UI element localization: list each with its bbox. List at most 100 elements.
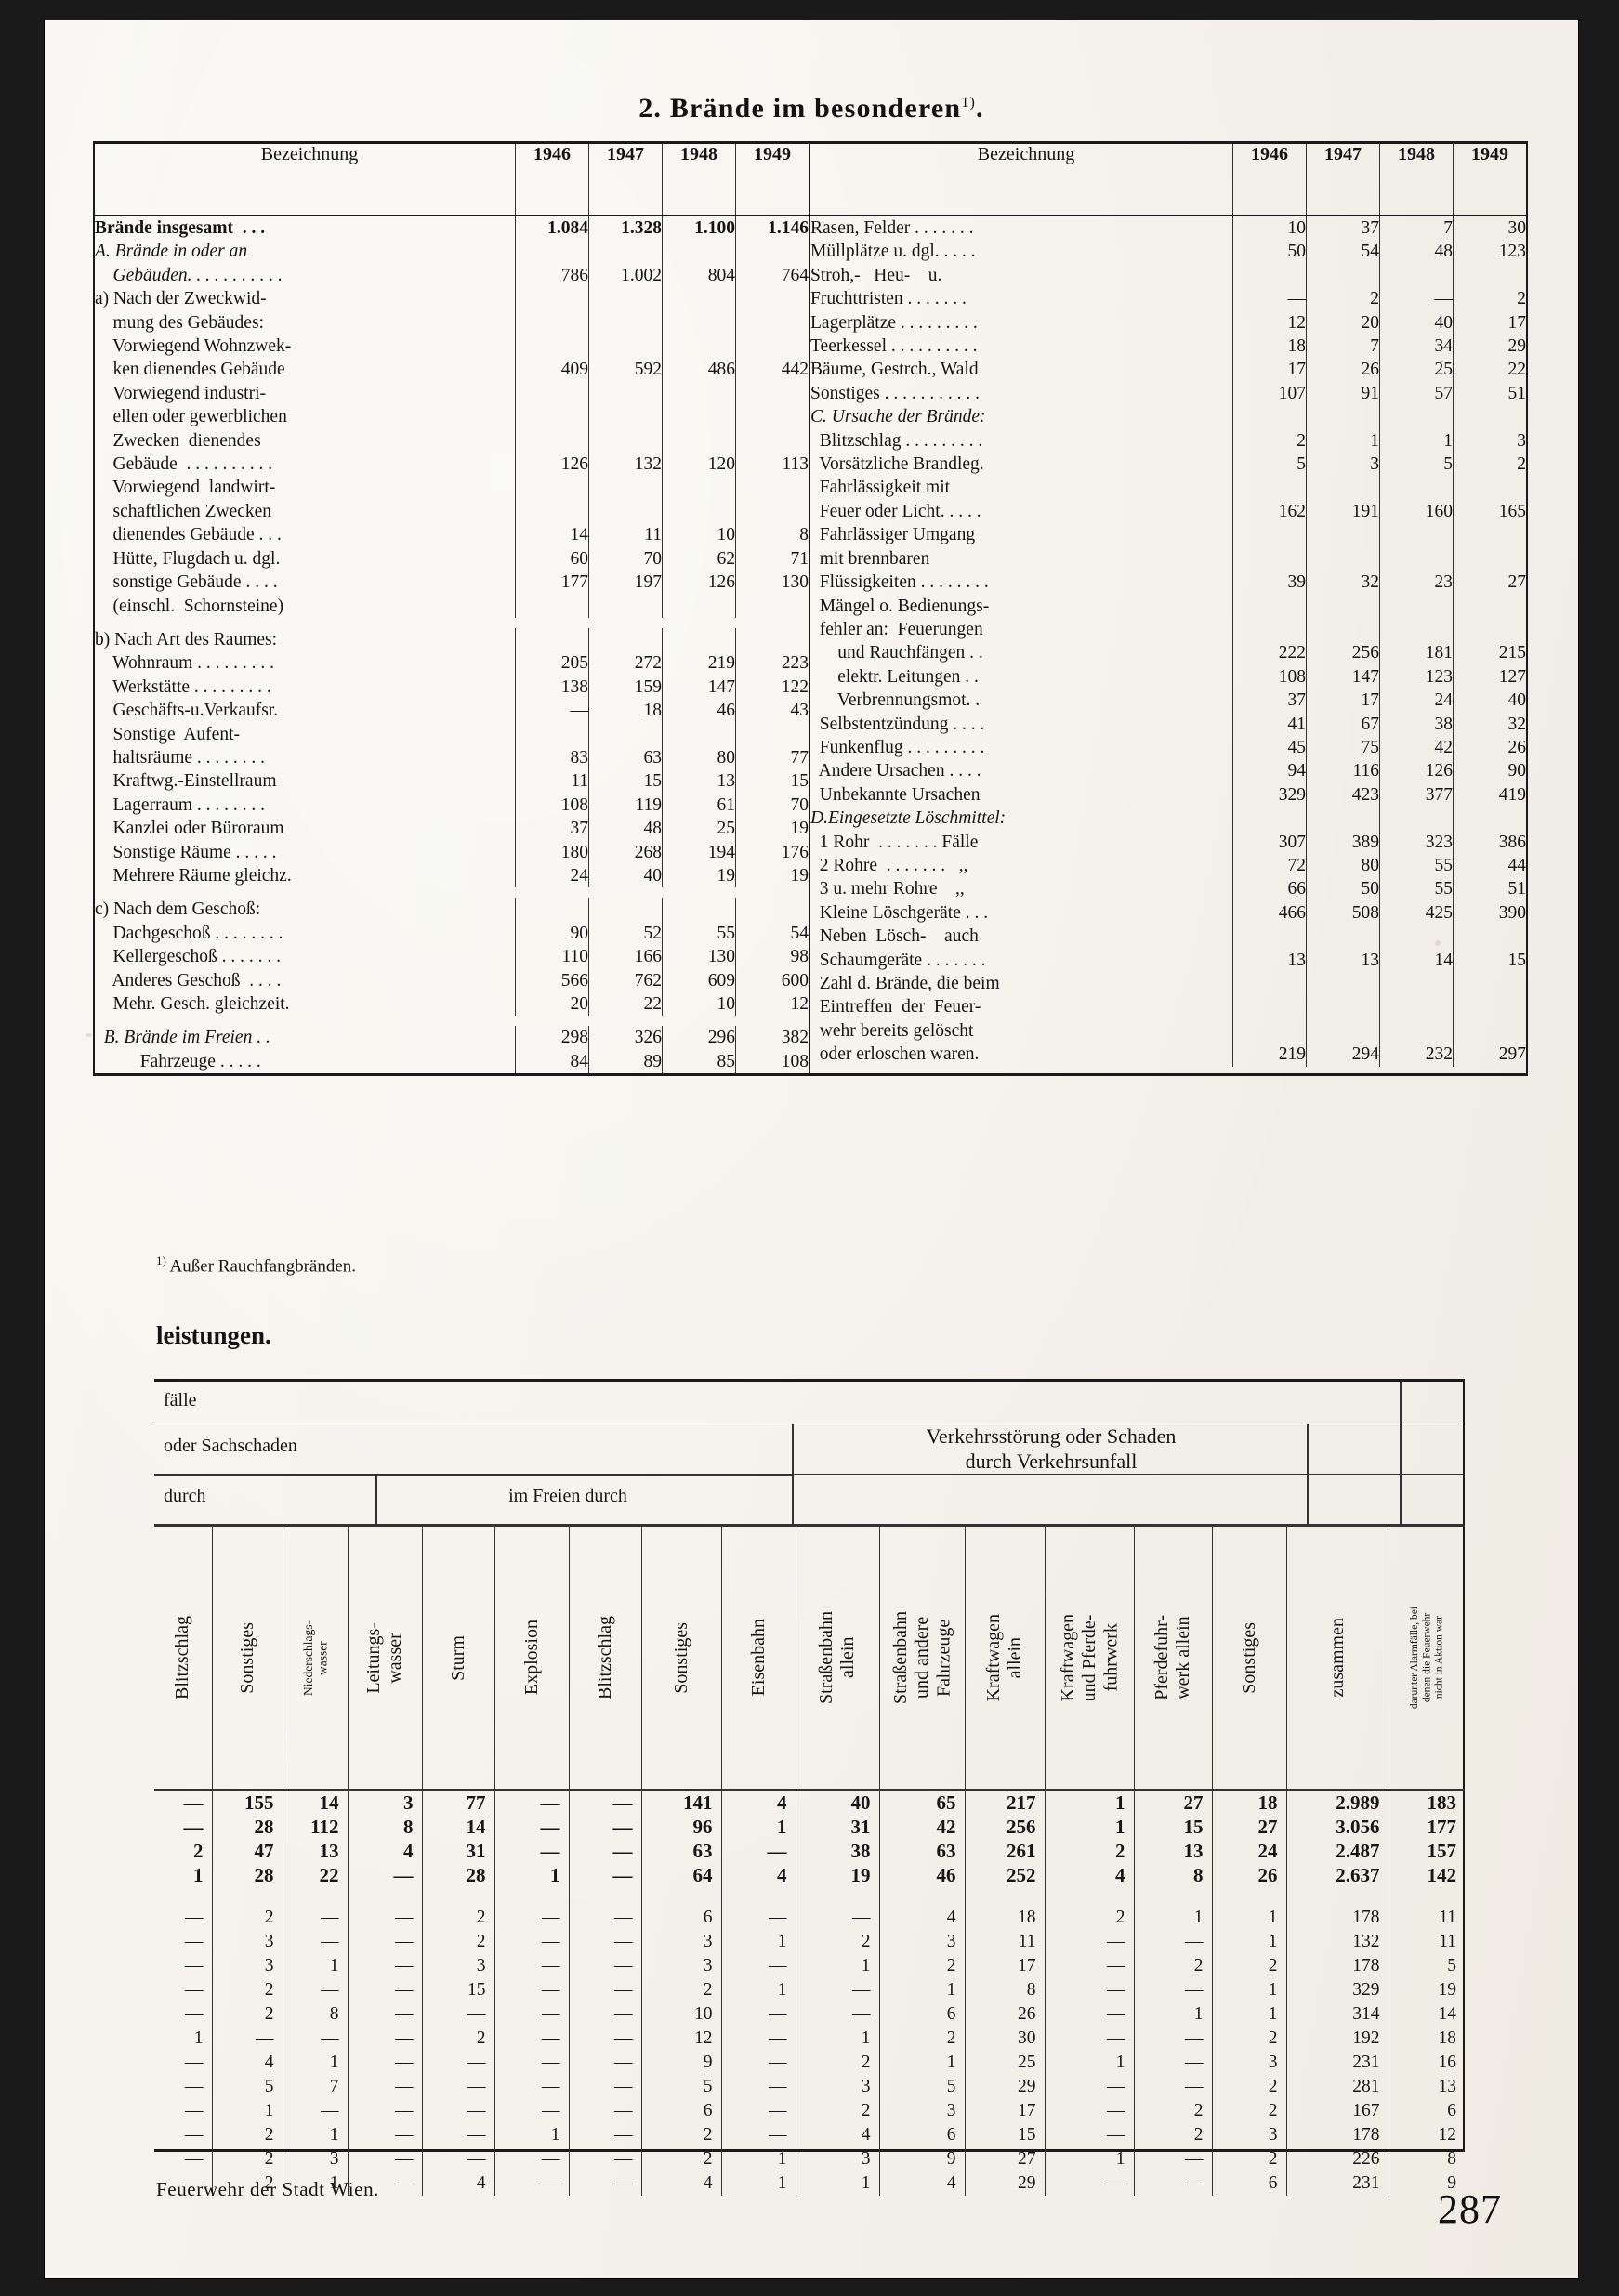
table-row: wehr bereits gelöscht <box>810 1018 1526 1043</box>
data-cell: 2 <box>211 2123 283 2147</box>
data-cell: — <box>568 2075 641 2099</box>
row-label: Mehrere Räume gleichz. <box>95 865 292 886</box>
row-value-1946: 107 <box>1232 381 1307 406</box>
band-durch-label: durch <box>164 1486 206 1506</box>
data-cell: — <box>568 1906 641 1930</box>
row-label: Blitzschlag . . . . . . . . . <box>810 430 983 451</box>
row-value-1946: 20 <box>515 992 589 1017</box>
row-value-1946 <box>515 476 589 500</box>
table-row: Stroh,- Heu- u. <box>810 263 1526 288</box>
data-cell: — <box>282 2027 348 2051</box>
row-value-1949: 2 <box>1453 453 1526 477</box>
data-cell: — <box>1044 1978 1134 2002</box>
data-cell: 25 <box>964 2051 1045 2075</box>
row-value-1946: 307 <box>1232 830 1307 854</box>
row-value-1948: 5 <box>1379 453 1454 477</box>
column-header-label: darunter Alarmfälle, bei denen die Feuer… <box>1408 1606 1445 1710</box>
row-label: 1 Rohr . . . . . . . Fälle <box>810 832 979 852</box>
data-cell: 217 <box>964 1791 1045 1815</box>
data-cell: — <box>282 1906 348 1930</box>
row-value-1946 <box>515 335 589 359</box>
table-row: 1 Rohr . . . . . . . Fälle 307 389 323 386 <box>810 830 1526 854</box>
data-cell: 1 <box>795 1954 879 1978</box>
data-cell: 8 <box>1133 1863 1212 1887</box>
row-value-1948: 126 <box>662 571 736 595</box>
row-value-1947: 272 <box>588 651 663 676</box>
data-cell: 2 <box>1044 1839 1134 1863</box>
data-cell: 142 <box>1388 1863 1465 1887</box>
data-cell: — <box>720 1954 796 1978</box>
row-value-1946 <box>515 898 589 922</box>
row-value-1949 <box>1453 405 1526 429</box>
data-cell: — <box>347 1863 422 1887</box>
row-value-1949: 764 <box>735 263 809 288</box>
data-cell: — <box>347 2171 422 2196</box>
table-row: D.Eingesetzte Löschmittel: <box>810 807 1526 831</box>
data-cell: — <box>1044 2099 1134 2123</box>
row-value-1948: 486 <box>662 358 736 382</box>
row-value-1947: 423 <box>1306 782 1380 807</box>
row-value-1949: 26 <box>1453 735 1526 760</box>
column-header-6: Explosion <box>494 1527 569 1789</box>
data-cell: — <box>421 2147 494 2171</box>
data-cell: — <box>185 1932 204 1951</box>
row-value-1947 <box>588 476 663 500</box>
data-cell: — <box>347 1978 422 2002</box>
row-label: Anderes Geschoß . . . . <box>95 970 282 991</box>
row-value-1948 <box>1379 617 1454 642</box>
row-value-1948: 296 <box>662 1026 736 1050</box>
row-label: (einschl. Schornsteine) <box>95 596 284 616</box>
data-cell: 2 <box>421 1906 494 1930</box>
data-cell: — <box>494 2099 569 2123</box>
row-label: Vorwiegend landwirt- <box>95 478 276 498</box>
data-cell: 4 <box>795 2123 879 2147</box>
column-header-label: Kraftwagen und Pferde- fuhrwerk <box>1057 1613 1122 1702</box>
column-header-label: Pferdefuhr- werk allein <box>1152 1615 1194 1700</box>
row-value-1947: 67 <box>1306 712 1380 736</box>
row-label: Funkenflug . . . . . . . . . <box>810 737 985 757</box>
row-value-1949 <box>735 310 809 335</box>
row-value-1946: 37 <box>1232 689 1307 713</box>
data-cell: 1 <box>720 1815 796 1839</box>
data-cell: 11 <box>1388 1906 1465 1930</box>
table-row: Selbstentzündung . . . . 41 67 38 32 <box>810 712 1526 736</box>
row-label: ellen oder gewerblichen <box>95 407 287 427</box>
data-cell: 8 <box>282 2002 348 2027</box>
data-cell: — <box>185 2077 204 2096</box>
data-cell: 2 <box>640 1978 721 2002</box>
row-value-1947: 762 <box>588 968 663 992</box>
data-cell: — <box>568 1954 641 1978</box>
table-row: Fahrlässiger Umgang <box>810 523 1526 547</box>
row-value-1946: 162 <box>1232 499 1307 524</box>
row-label: Kellergeschoß . . . . . . . <box>95 947 282 967</box>
data-cell: 13 <box>1133 1839 1212 1863</box>
data-cell: 4 <box>640 2171 721 2196</box>
data-cell: 77 <box>421 1791 494 1815</box>
data-cell: — <box>185 1980 204 2000</box>
operations-data-grid: —155 14 3 77— —141 4 40 65 217 1 27 18 2.989 183—28 11… <box>154 1791 1465 2196</box>
data-cell: 6 <box>878 2002 965 2027</box>
table-row: Mehrere Räume gleichz. 24 40 19 19 <box>95 863 809 888</box>
data-cell: 2 <box>795 2099 879 2123</box>
right-header-bezeichnung: Bezeichnung <box>810 144 1233 216</box>
data-cell: 63 <box>640 1839 721 1863</box>
right-header-year-1948: 1948 <box>1379 144 1454 216</box>
row-value-1948: 48 <box>1379 240 1454 264</box>
data-cell: 27 <box>964 2147 1045 2171</box>
table-row: mung des Gebäudes: <box>95 310 809 335</box>
data-cell: 1 <box>494 1863 569 1887</box>
row-value-1946: 219 <box>1232 1043 1307 1067</box>
data-cell: — <box>185 2173 204 2193</box>
data-cell: — <box>568 2123 641 2147</box>
data-cell: 1 <box>1044 2147 1134 2171</box>
scanned-page: 2. Brände im besonderen1). Bezeichnung 1… <box>45 20 1578 2278</box>
data-cell: — <box>494 1839 569 1863</box>
table-row: A. Brände in oder an <box>95 240 809 264</box>
row-value-1949 <box>1453 925 1526 949</box>
fires-detail-right-half: Bezeichnung 1946 1947 1948 1949 Rasen, F… <box>810 144 1526 1073</box>
row-label: Verbrennungsmot. . <box>810 690 981 711</box>
data-cell: 157 <box>1388 1839 1465 1863</box>
table-row: Fahrlässigkeit mit <box>810 476 1526 500</box>
table-row: und Rauchfängen . . 222 256 181 215 <box>810 641 1526 665</box>
